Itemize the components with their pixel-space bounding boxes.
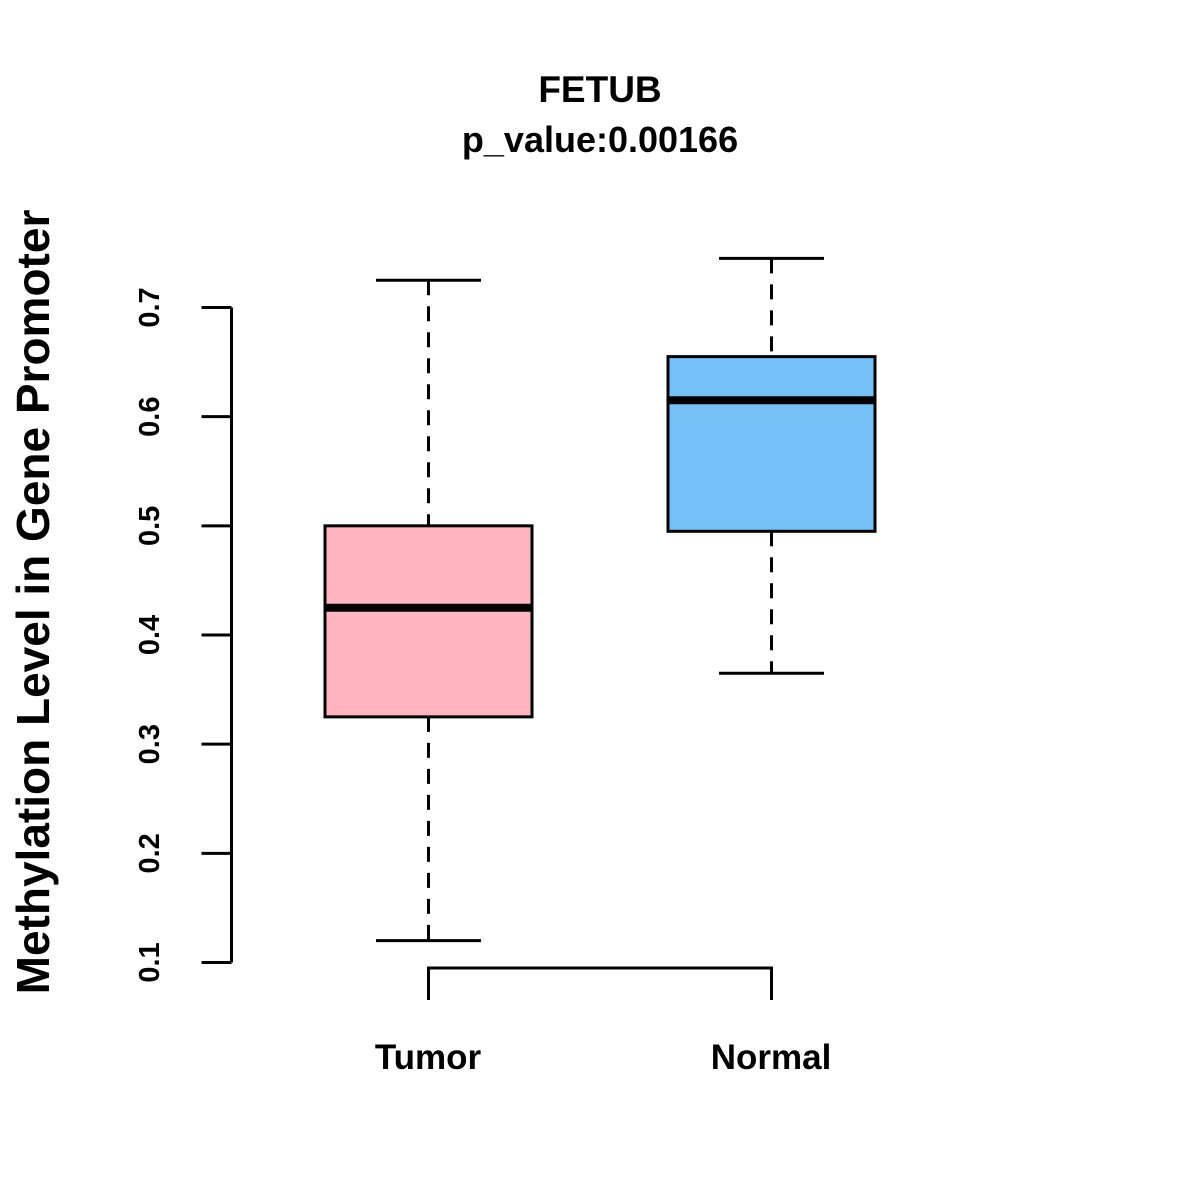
- y-tick-label: 0.7: [134, 287, 166, 327]
- x-axis-bracket: [427, 966, 773, 1000]
- chart-title: FETUB: [538, 69, 662, 110]
- iqr-box-tumor: [323, 524, 534, 719]
- x-category-label-normal: Normal: [710, 1038, 832, 1077]
- y-tick-label: 0.3: [134, 724, 166, 764]
- iqr-box-normal: [666, 355, 877, 533]
- y-tick-label: 0.4: [134, 615, 166, 655]
- y-tick-label: 0.6: [134, 397, 166, 437]
- x-category-label-tumor: Tumor: [374, 1038, 482, 1077]
- y-tick-label: 0.1: [134, 942, 166, 982]
- y-tick-label: 0.2: [134, 833, 166, 873]
- y-tick-label: 0.5: [134, 506, 166, 546]
- chart-subtitle-pvalue: p_value:0.00166: [461, 119, 739, 160]
